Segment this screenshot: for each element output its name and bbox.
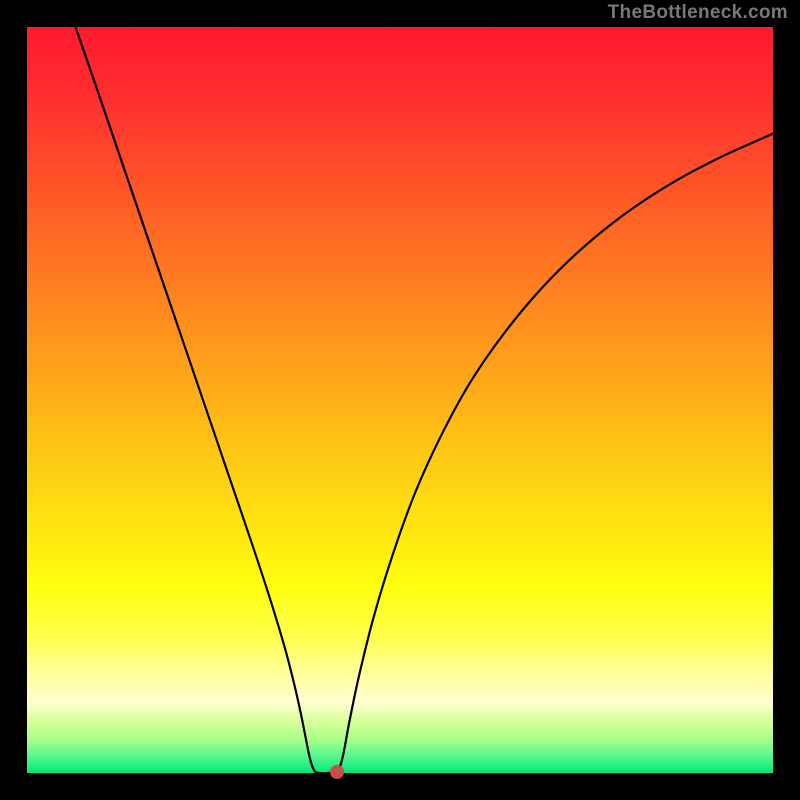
- optimal-point-marker: [330, 765, 344, 779]
- bottleneck-curve: [75, 27, 773, 773]
- watermark-text: TheBottleneck.com: [608, 2, 788, 24]
- curve-svg: [27, 27, 773, 773]
- plot-area: [27, 27, 773, 773]
